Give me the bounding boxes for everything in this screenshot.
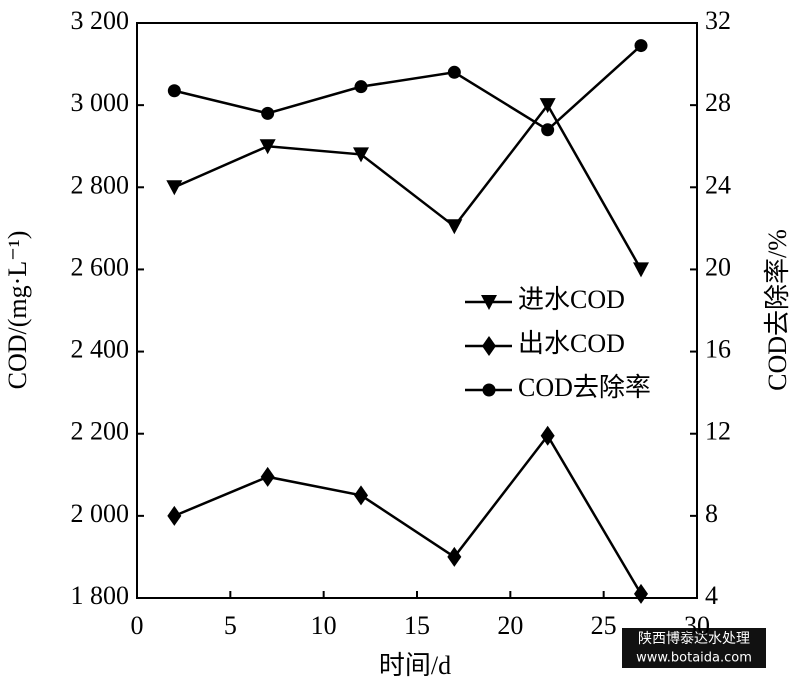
y-tick-label: 2 400 — [71, 335, 130, 364]
y2-tick-label: 28 — [705, 88, 731, 117]
x-axis-label: 时间/d — [379, 651, 451, 680]
legend-marker — [482, 383, 496, 397]
marker — [259, 139, 276, 155]
marker — [167, 84, 181, 98]
marker — [634, 39, 648, 53]
series-line — [173, 102, 643, 271]
marker — [540, 425, 555, 446]
y2-axis-label: COD去除率/% — [763, 229, 792, 391]
y2-tick-label: 24 — [705, 170, 731, 199]
marker — [167, 505, 182, 526]
series-line — [174, 44, 642, 132]
y-tick-label: 2 000 — [71, 499, 130, 528]
marker — [634, 583, 648, 604]
watermark-url: www.botaida.com — [636, 651, 752, 666]
x-tick-label: 20 — [497, 611, 523, 640]
y2-tick-label: 8 — [705, 499, 718, 528]
x-tick-label: 5 — [224, 611, 237, 640]
x-tick-label: 0 — [131, 611, 144, 640]
y-tick-label: 2 600 — [71, 252, 130, 281]
series-line — [173, 433, 643, 595]
watermark-name: 陕西博泰达水处理 — [638, 630, 750, 647]
legend-marker — [482, 336, 496, 356]
x-tick-label: 10 — [311, 611, 337, 640]
marker — [541, 123, 555, 137]
legend-marker — [481, 295, 497, 310]
marker — [353, 147, 369, 163]
marker — [447, 65, 461, 79]
marker — [633, 262, 649, 278]
legend-label: COD去除率 — [518, 373, 651, 402]
y-tick-label: 2 800 — [71, 170, 130, 199]
marker — [539, 98, 556, 114]
legend-label: 出水COD — [518, 329, 625, 358]
legend-label: 进水COD — [518, 285, 625, 314]
marker — [166, 180, 183, 196]
marker — [447, 546, 462, 567]
y2-tick-label: 4 — [705, 581, 718, 610]
y2-tick-label: 20 — [705, 252, 731, 281]
marker — [261, 106, 275, 120]
y2-tick-label: 12 — [705, 417, 731, 446]
marker — [446, 219, 463, 235]
marker — [354, 80, 368, 94]
marker — [260, 466, 275, 487]
y-tick-label: 3 200 — [71, 6, 130, 35]
y2-tick-label: 32 — [705, 6, 731, 35]
y-tick-label: 3 000 — [71, 88, 130, 117]
y-axis-label: COD/(mg·L⁻¹) — [3, 231, 32, 390]
watermark-box — [622, 628, 766, 668]
y2-tick-label: 16 — [705, 335, 731, 364]
y-tick-label: 2 200 — [71, 417, 130, 446]
marker — [354, 485, 368, 506]
x-tick-label: 15 — [404, 611, 430, 640]
y-tick-label: 1 800 — [71, 581, 130, 610]
x-tick-label: 25 — [591, 611, 617, 640]
x-tick-label: 30 — [684, 611, 710, 640]
